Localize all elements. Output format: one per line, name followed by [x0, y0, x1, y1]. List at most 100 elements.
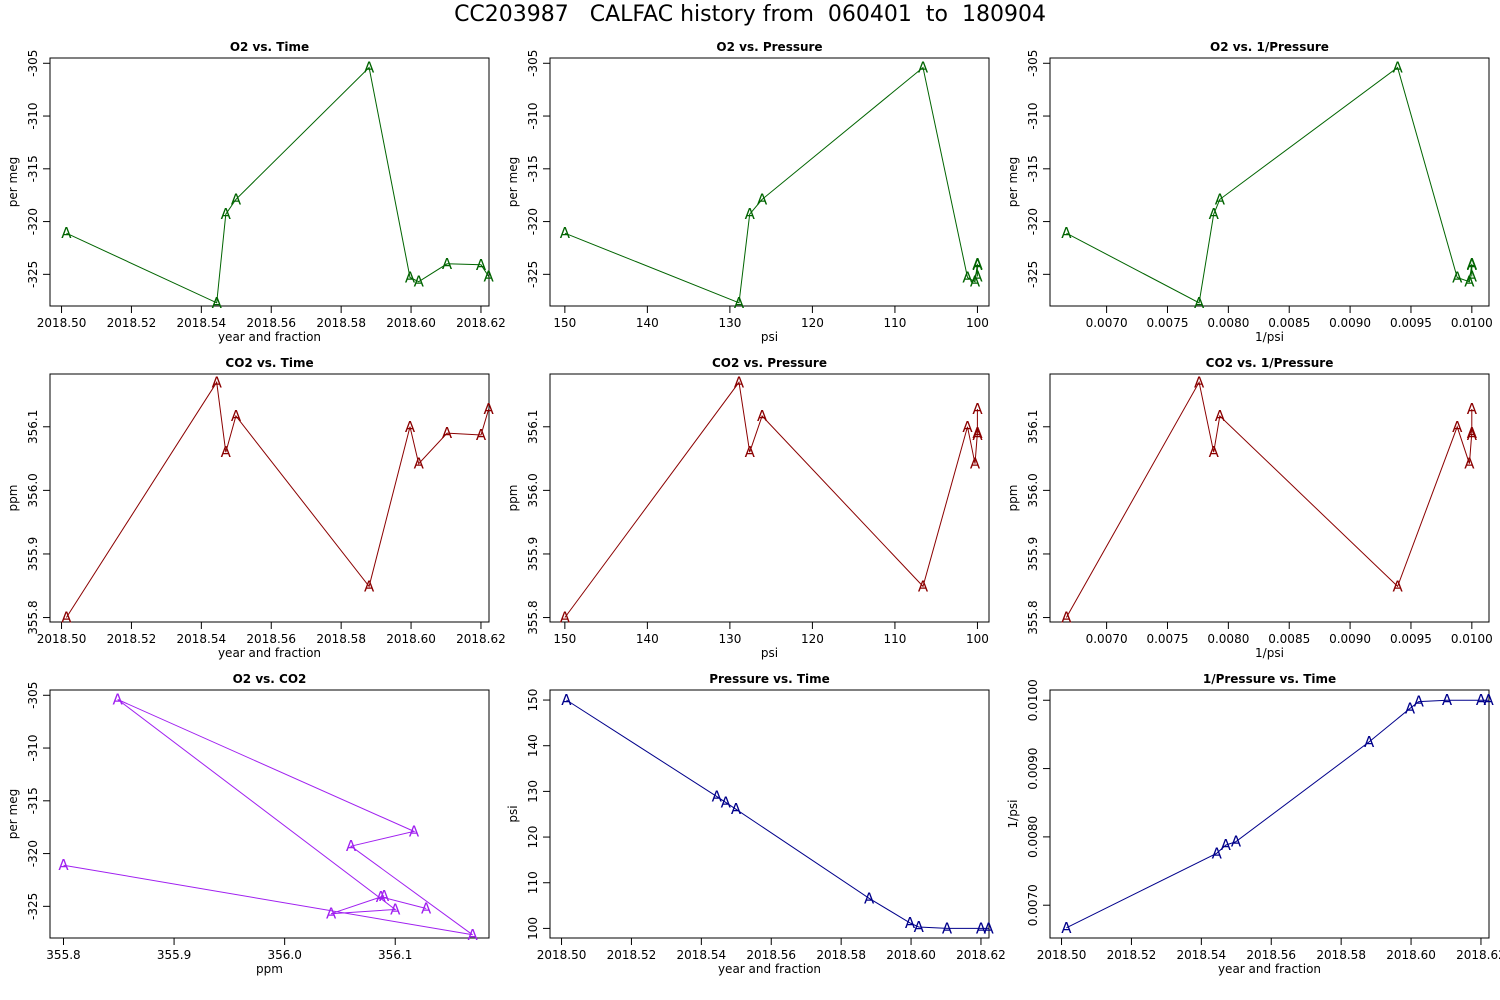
data-point: A [1484, 691, 1495, 709]
y-tick-label: -320 [1026, 208, 1040, 235]
x-tick-label: 355.9 [157, 948, 191, 962]
data-point: A [712, 787, 723, 805]
data-point: A [918, 577, 929, 595]
data-point: A [1467, 400, 1478, 418]
x-tick-label: 2018.58 [816, 948, 866, 962]
data-point: A [414, 455, 425, 473]
y-tick-label: -325 [1026, 261, 1040, 288]
x-tick-label: 2018.56 [246, 316, 296, 330]
y-tick-label: 0.0080 [1026, 816, 1040, 858]
data-point: A [560, 609, 571, 627]
data-point: A [1194, 373, 1205, 391]
x-tick-label: 0.0095 [1390, 632, 1432, 646]
main-title: CC203987 CALFAC history from 060401 to 1… [454, 2, 1046, 27]
y-tick-label: -315 [26, 155, 40, 182]
data-point: A [61, 609, 72, 627]
x-tick-label: 120 [801, 316, 824, 330]
x-tick-label: 2018.56 [746, 948, 796, 962]
x-tick-label: 356.1 [378, 948, 412, 962]
panel-7: O2 vs. CO2 355.8 355.9 356.0 356.1 -325 -320 -3… [6, 672, 490, 976]
data-point: A [1467, 267, 1478, 285]
x-tick-label: 0.0095 [1390, 316, 1432, 330]
y-tick-label: 355.8 [1026, 600, 1040, 634]
data-point: A [1221, 836, 1232, 854]
data-point: A [1467, 424, 1478, 442]
panel-title: O2 vs. CO2 [233, 672, 307, 686]
x-axis-label: psi [761, 330, 778, 344]
data-point: A [364, 58, 375, 76]
data-point: A [1392, 577, 1403, 595]
data-point: A [1061, 919, 1072, 937]
panel-6: CO2 vs. 1/Pressure 0.0070 0.0075 0.0080 0.00… [1006, 356, 1493, 660]
x-tick-label: 2018.52 [107, 632, 157, 646]
data-point: A [721, 793, 732, 811]
data-point: A [905, 914, 916, 932]
data-point: A [864, 889, 875, 907]
x-tick-label: 0.0075 [1146, 632, 1188, 646]
data-point: A [390, 901, 401, 919]
panel-title: O2 vs. 1/Pressure [1210, 40, 1329, 54]
x-axis-label: year and fraction [1218, 962, 1321, 976]
plot-frame [549, 689, 990, 939]
x-tick-label: 2018.56 [246, 632, 296, 646]
x-tick-label: 0.0090 [1329, 632, 1371, 646]
data-point: A [231, 407, 242, 425]
series-line [564, 381, 978, 618]
y-tick-label: 356.0 [1026, 473, 1040, 507]
data-point: A [405, 418, 416, 436]
data-point: A [970, 273, 981, 291]
data-point: A [442, 424, 453, 442]
data-point: A [1467, 256, 1478, 274]
x-tick-label: 0.0100 [1451, 632, 1493, 646]
x-axis-label: 1/psi [1255, 330, 1284, 344]
x-axis-label: year and fraction [218, 330, 321, 344]
x-axis-label: year and fraction [718, 962, 821, 976]
data-point: A [1452, 269, 1463, 287]
data-point: A [421, 899, 432, 917]
panel-title: 1/Pressure vs. Time [1203, 672, 1336, 686]
panel-8: Pressure vs. Time 2018.50 2018.52 2018.54 20… [506, 672, 1006, 976]
data-point: A [970, 455, 981, 473]
series-line [564, 66, 978, 304]
data-point: A [414, 273, 425, 291]
x-tick-label: 2018.60 [886, 948, 936, 962]
y-tick-label: 0.0100 [1026, 679, 1040, 721]
y-tick-label: -320 [26, 840, 40, 867]
data-point: A [484, 267, 495, 285]
plot-frame [1049, 373, 1490, 623]
data-point: A [484, 400, 495, 418]
y-tick-label: -310 [1026, 102, 1040, 129]
y-tick-label: 355.9 [1026, 537, 1040, 571]
data-point: A [1464, 455, 1475, 473]
x-tick-label: 0.0090 [1329, 316, 1371, 330]
series-line [1066, 699, 1489, 929]
x-tick-label: 2018.52 [1107, 948, 1157, 962]
data-point: A [972, 256, 983, 274]
data-point: A [476, 426, 487, 444]
x-tick-label: 2018.50 [37, 316, 87, 330]
data-point: A [918, 58, 929, 76]
y-tick-label: 100 [526, 917, 540, 940]
data-point: A [221, 205, 232, 223]
data-point: A [1209, 443, 1220, 461]
x-tick-label: 0.0085 [1268, 316, 1310, 330]
y-tick-label: -320 [26, 208, 40, 235]
data-point: A [1392, 58, 1403, 76]
data-point: A [1061, 224, 1072, 242]
y-tick-label: 356.0 [526, 473, 540, 507]
data-point: A [560, 224, 571, 242]
y-tick-label: -310 [26, 102, 40, 129]
x-tick-label: 120 [801, 632, 824, 646]
x-tick-label: 2018.54 [1177, 948, 1227, 962]
plot-frame [49, 373, 490, 623]
data-point: A [379, 887, 390, 905]
data-point: A [1209, 205, 1220, 223]
y-tick-label: -305 [26, 682, 40, 709]
panel-title: O2 vs. Pressure [716, 40, 822, 54]
y-tick-label: 150 [526, 689, 540, 712]
y-tick-label: 140 [526, 734, 540, 757]
data-point: A [409, 822, 420, 840]
data-point: A [221, 443, 232, 461]
x-tick-label: 100 [966, 632, 989, 646]
series-line [63, 699, 473, 936]
